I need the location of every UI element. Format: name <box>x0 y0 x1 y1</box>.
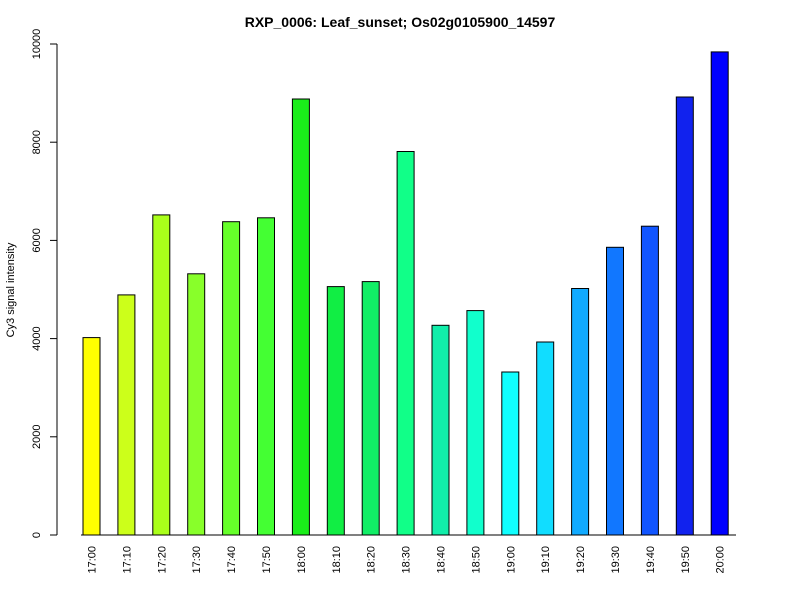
x-tick-label: 17:30 <box>191 546 203 574</box>
x-tick-label: 18:50 <box>470 546 482 574</box>
y-tick-label: 10000 <box>31 29 43 60</box>
x-tick-label: 19:50 <box>680 546 692 574</box>
x-tick-label: 19:30 <box>610 546 622 574</box>
y-tick-label: 2000 <box>31 425 43 449</box>
x-tick-label: 17:10 <box>121 546 133 574</box>
bars-group <box>82 51 729 536</box>
x-tick-label: 18:20 <box>366 546 378 574</box>
bar-1910 <box>536 341 555 536</box>
bar-1810 <box>326 286 345 536</box>
x-tick-label: 17:20 <box>156 546 168 574</box>
x-tick-label: 18:00 <box>296 546 308 574</box>
x-tick-label: 19:40 <box>645 546 657 574</box>
bar-1740 <box>222 221 241 536</box>
x-tick-label: 17:00 <box>87 546 99 574</box>
bar-1720 <box>152 214 171 536</box>
bar-1900 <box>501 371 520 536</box>
bar-1730 <box>187 273 206 536</box>
x-axis: 17:00 17:10 17:20 17:30 17:40 17:50 18:00 18:10… <box>81 534 736 574</box>
bar-1800 <box>291 98 310 536</box>
x-tick-label: 18:10 <box>331 546 343 574</box>
y-axis-label: Cy3 signal intensity <box>5 242 17 337</box>
bar-2000 <box>710 51 729 536</box>
bar-1940 <box>640 225 659 536</box>
x-tick-label: 17:50 <box>261 546 273 574</box>
bar-1820 <box>361 281 380 536</box>
x-tick-label: 20:00 <box>715 546 727 574</box>
bar-1950 <box>675 96 694 536</box>
x-tick-label: 18:30 <box>401 546 413 574</box>
x-tick-label: 17:40 <box>226 546 238 574</box>
y-tick-label: 4000 <box>31 326 43 350</box>
bar-1830 <box>396 151 415 536</box>
y-tick-label: 8000 <box>31 130 43 154</box>
chart-title: RXP_0006: Leaf_sunset; Os02g0105900_1459… <box>245 14 556 30</box>
y-axis: 0 2000 4000 6000 8000 10000 <box>31 29 58 538</box>
bar-1840 <box>431 324 450 536</box>
x-tick-label: 19:00 <box>505 546 517 574</box>
bar-1850 <box>466 310 485 536</box>
bar-1920 <box>571 288 590 536</box>
bar-1700 <box>82 337 101 536</box>
x-tick-label: 19:10 <box>540 546 552 574</box>
bar-1750 <box>257 217 275 536</box>
bar-1710 <box>117 294 136 536</box>
x-tick-label: 18:40 <box>436 546 448 574</box>
y-tick-label: 0 <box>31 532 43 538</box>
bar-1930 <box>606 246 624 536</box>
y-tick-label: 6000 <box>31 228 43 252</box>
x-tick-label: 19:20 <box>575 546 587 574</box>
